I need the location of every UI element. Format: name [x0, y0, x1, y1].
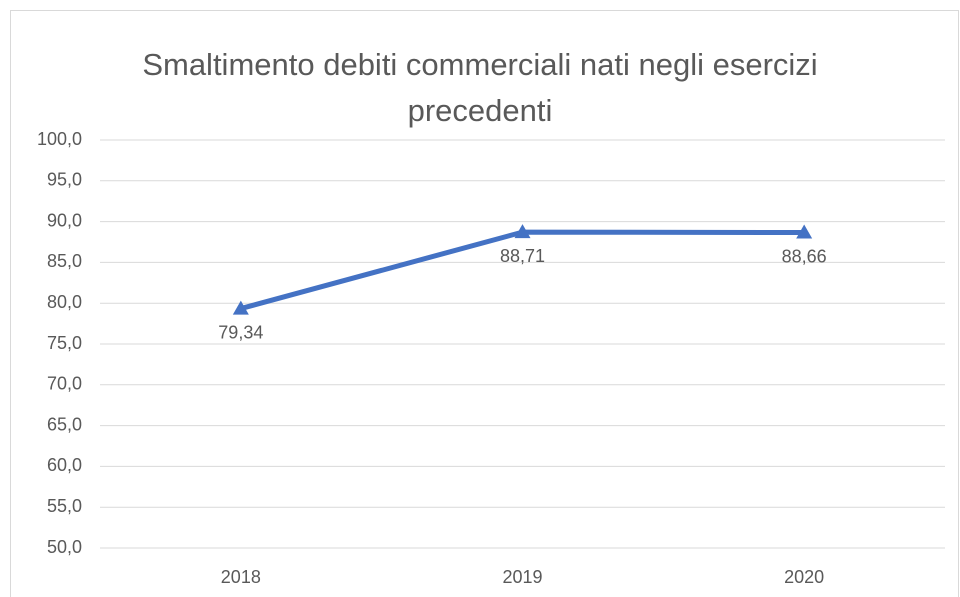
marker — [514, 224, 531, 239]
y-tick-label: 65,0 — [47, 414, 82, 434]
data-label: 88,71 — [500, 246, 545, 266]
y-tick-label: 95,0 — [47, 170, 82, 190]
y-tick-label: 100,0 — [37, 129, 82, 149]
line — [240, 229, 805, 311]
chart-border — [10, 10, 959, 597]
y-tick-label: 70,0 — [47, 374, 82, 394]
data-label: 79,34 — [218, 322, 263, 342]
y-tick-label: 50,0 — [47, 537, 82, 557]
data-label: 88,66 — [782, 246, 827, 266]
x-tick-label: 2020 — [784, 567, 824, 587]
x-tick-label: 2019 — [502, 567, 542, 587]
chart-title: Smaltimento debiti commerciali nati negl… — [142, 47, 818, 128]
y-tick-label: 55,0 — [47, 496, 82, 516]
y-tick-label: 90,0 — [47, 210, 82, 230]
marker — [232, 300, 249, 315]
y-tick-label: 85,0 — [47, 251, 82, 271]
marker — [796, 224, 813, 239]
y-tick-label: 75,0 — [47, 333, 82, 353]
y-tick-label: 80,0 — [47, 292, 82, 312]
y-tick-label: 60,0 — [47, 455, 82, 475]
x-tick-label: 2018 — [221, 567, 261, 587]
